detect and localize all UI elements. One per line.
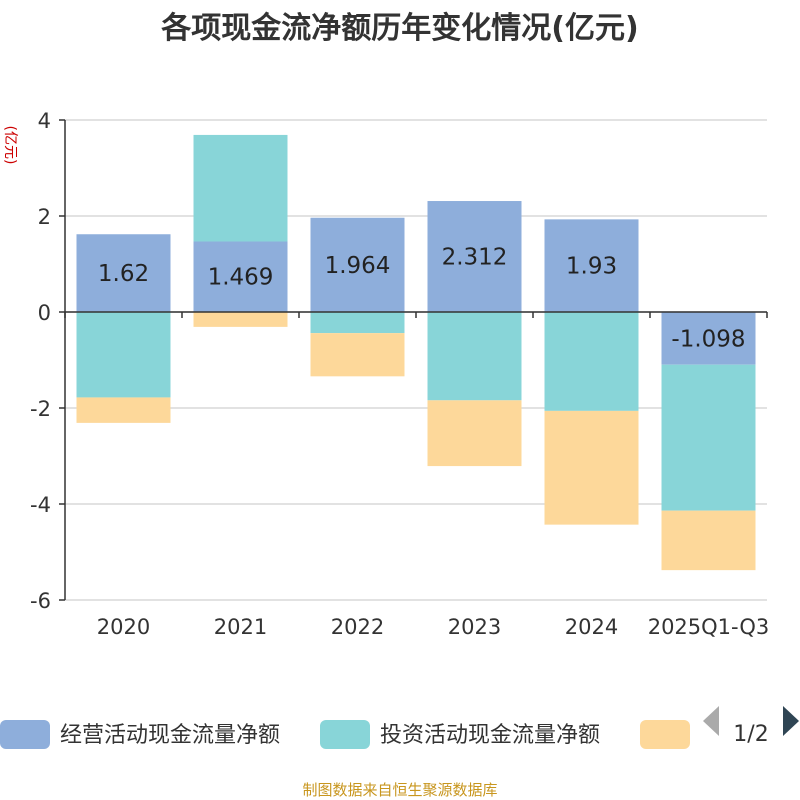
y-tick-label: 2 — [38, 205, 51, 229]
bars — [76, 134, 756, 571]
x-tick-label: 2020 — [97, 615, 150, 639]
legend-swatch[interactable] — [0, 720, 50, 749]
y-axis-unit: (亿元) — [2, 126, 18, 165]
data-label: 1.62 — [98, 261, 149, 287]
legend-swatch[interactable] — [640, 720, 690, 749]
bar-series-1[interactable] — [310, 217, 405, 312]
axes: -6 -4 -2 0 2 4 2020 2021 2022 2023 2024 2025Q1-Q3 — [30, 109, 769, 639]
data-label: 1.964 — [325, 253, 391, 279]
data-labels: 1.62 1.469 1.964 2.312 1.93 -1.098 — [98, 245, 746, 353]
footer-source: 制图数据来自恒生聚源数据库 — [302, 781, 497, 799]
bar-series-3[interactable] — [310, 333, 405, 377]
data-label: 2.312 — [442, 245, 508, 271]
data-label: 1.93 — [566, 254, 617, 280]
bar-series-1[interactable] — [427, 201, 522, 312]
bar-series-1[interactable] — [661, 312, 756, 365]
bar-series-3[interactable] — [661, 510, 756, 571]
bar-series-2[interactable] — [310, 312, 405, 334]
bar-series-3[interactable] — [76, 397, 171, 423]
bar-series-1[interactable] — [544, 219, 639, 312]
x-tick-label: 2025Q1-Q3 — [648, 615, 770, 639]
bar-series-1[interactable] — [193, 241, 288, 312]
y-tick-label: 0 — [38, 301, 51, 325]
y-tick-label: 4 — [38, 109, 51, 133]
y-tick-label: -6 — [30, 589, 51, 613]
y-tick-label: -4 — [30, 493, 51, 517]
data-label: 1.469 — [208, 265, 274, 291]
bar-series-2[interactable] — [427, 312, 522, 401]
legend-swatch[interactable] — [320, 720, 370, 749]
x-tick-label: 2022 — [331, 615, 384, 639]
bar-series-2[interactable] — [544, 312, 639, 411]
legend-page-indicator: 1/2 — [733, 722, 768, 747]
legend-label[interactable]: 投资活动现金流量净额 — [380, 723, 600, 748]
x-tick-label: 2021 — [214, 615, 267, 639]
legend-label[interactable]: 经营活动现金流量净额 — [60, 723, 280, 748]
x-tick-label: 2023 — [448, 615, 501, 639]
y-tick-label: -2 — [30, 397, 51, 421]
triangle-right-icon[interactable] — [783, 706, 799, 736]
bar-series-3[interactable] — [427, 400, 522, 467]
bar-series-3[interactable] — [193, 312, 288, 327]
data-label: -1.098 — [671, 326, 745, 352]
chart-title: 各项现金流净额历年变化情况(亿元) — [160, 11, 638, 46]
bar-series-2[interactable] — [76, 312, 171, 398]
bar-series-3[interactable] — [544, 410, 639, 525]
bar-series-1[interactable] — [76, 234, 171, 312]
x-tick-label: 2024 — [565, 615, 618, 639]
legend-pager: 1/2 — [703, 706, 799, 747]
bar-series-2[interactable] — [661, 364, 756, 511]
bar-series-2[interactable] — [193, 134, 288, 242]
triangle-left-icon[interactable] — [703, 706, 719, 736]
legend: 经营活动现金流量净额 投资活动现金流量净额 — [0, 720, 690, 749]
